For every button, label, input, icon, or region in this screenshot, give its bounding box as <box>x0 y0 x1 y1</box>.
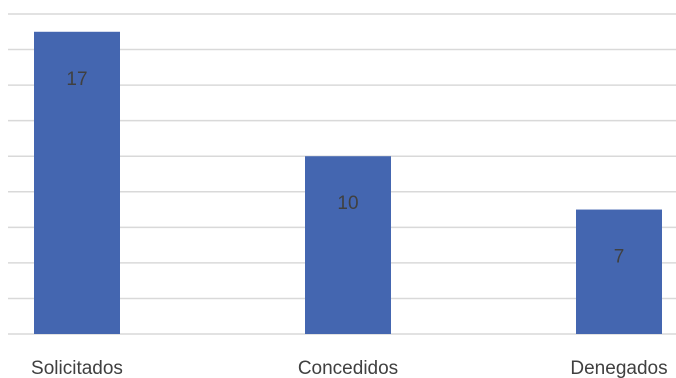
data-label: 7 <box>614 247 625 268</box>
bar-denegados <box>576 209 662 334</box>
bars <box>34 31 662 335</box>
data-label: 17 <box>66 69 87 90</box>
category-label: Concedidos <box>298 358 398 378</box>
category-label: Solicitados <box>31 358 123 378</box>
bar-concedidos <box>305 156 391 334</box>
bar-solicitados <box>34 31 120 335</box>
category-label: Denegados <box>570 358 667 378</box>
category-labels: Solicitados Concedidos Denegados <box>31 358 668 378</box>
data-labels: 17 10 7 <box>66 69 624 268</box>
data-label: 10 <box>337 193 358 214</box>
